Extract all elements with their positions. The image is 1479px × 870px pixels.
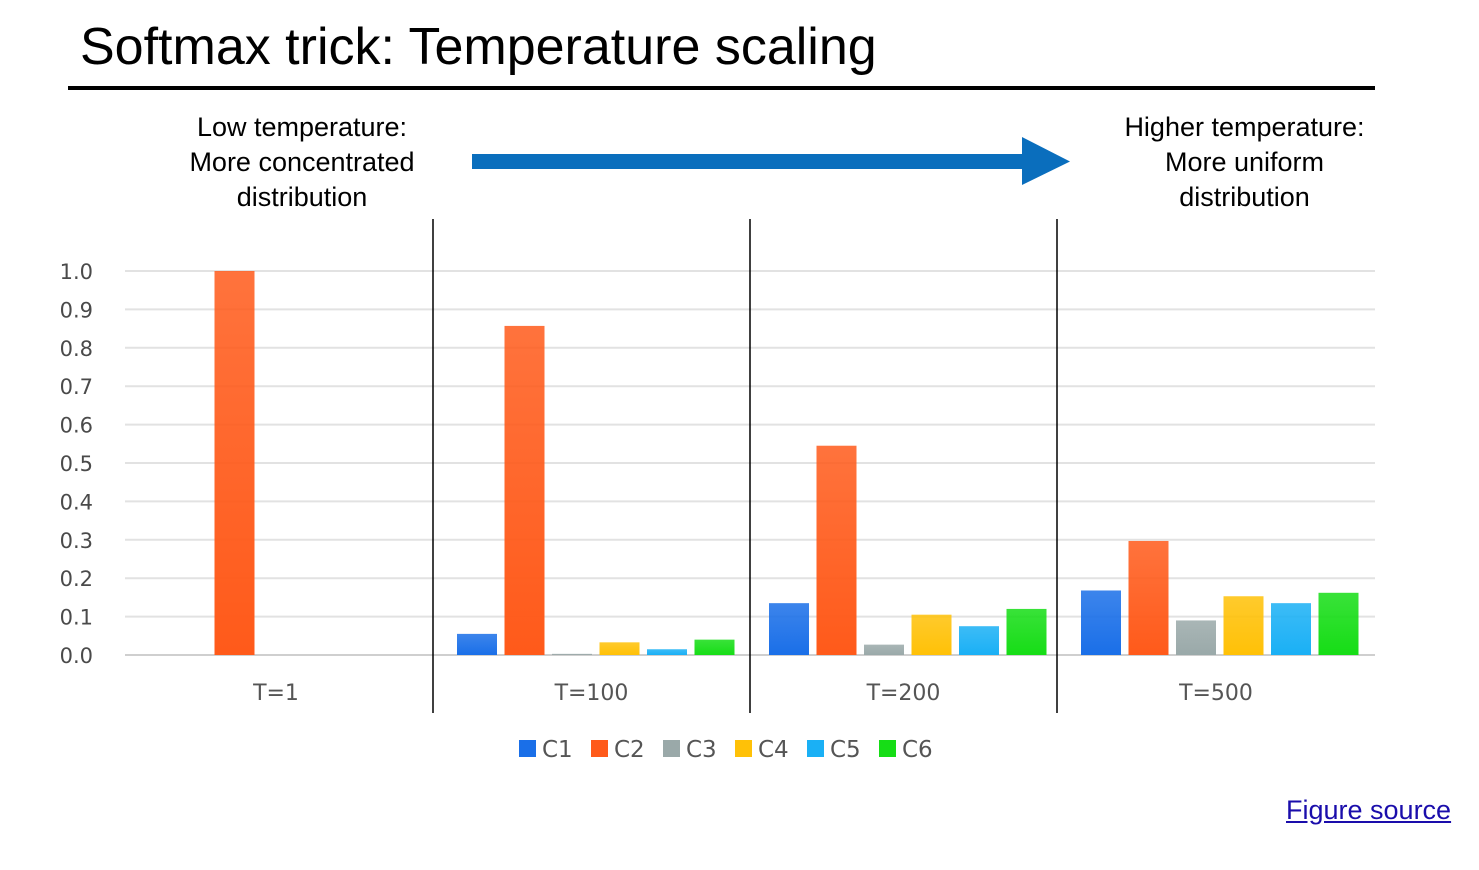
legend-label: C1 [542, 737, 573, 763]
figure-source-link[interactable]: Figure source [1286, 795, 1452, 825]
slide-title: Softmax trick: Temperature scaling [80, 18, 877, 76]
high-caption-line-2: More uniform [1164, 147, 1325, 177]
low-caption-line-1: Low temperature: [196, 112, 408, 142]
bar-c2 [214, 271, 255, 655]
y-tick-label: 0.3 [60, 529, 93, 553]
bar-c1 [457, 633, 497, 655]
title-underline [68, 86, 1375, 90]
bar-c2 [816, 445, 857, 655]
low-temperature-caption: Low temperature: More concentrated distr… [150, 110, 454, 215]
y-tick-label: 0.5 [60, 452, 93, 476]
legend-label: C6 [902, 737, 933, 763]
bar-c1 [1081, 590, 1121, 655]
bar-c6 [1318, 592, 1359, 655]
bar-c3 [1176, 620, 1216, 655]
y-tick-label: 0.9 [60, 298, 93, 322]
x-category-label: T=100 [554, 681, 629, 706]
x-category-label: T=1 [252, 681, 299, 706]
y-tick-label: 1.0 [60, 260, 93, 284]
y-tick-label: 0.2 [60, 567, 93, 591]
legend-swatch [591, 740, 608, 757]
y-tick-label: 0.0 [60, 644, 93, 668]
high-caption-line-3: distribution [1179, 182, 1310, 212]
bar-c3 [552, 653, 592, 655]
bar-c5 [959, 626, 999, 655]
legend-swatch [879, 740, 896, 757]
legend-label: C2 [614, 737, 645, 763]
y-tick-label: 0.7 [60, 375, 93, 399]
bar-c2 [504, 325, 545, 655]
x-category-label: T=500 [1178, 681, 1253, 706]
bar-c5 [1271, 603, 1311, 655]
right-arrow-icon [472, 137, 1070, 185]
y-tick-label: 0.4 [60, 490, 93, 514]
bar-c4 [599, 642, 640, 655]
bar-c5 [647, 649, 687, 655]
low-caption-line-2: More concentrated [189, 147, 415, 177]
legend-swatch [807, 740, 824, 757]
legend-swatch [663, 740, 680, 757]
temperature-bar-chart: 0.0 0.1 0.2 0.3 0.4 0.5 0.6 0.7 0.8 0.9 1.0 T=1 T=10… [60, 219, 1375, 763]
low-caption-line-3: distribution [236, 182, 368, 212]
x-category-label: T=200 [866, 681, 941, 706]
bar-c6 [694, 639, 735, 655]
legend-label: C4 [758, 737, 789, 763]
legend-label: C5 [830, 737, 861, 763]
bar-c4 [911, 614, 952, 655]
y-tick-label: 0.8 [60, 337, 93, 361]
y-tick-label: 0.1 [60, 606, 93, 630]
bar-c2 [1128, 540, 1169, 655]
bar-c4 [1223, 596, 1264, 655]
y-tick-label: 0.6 [60, 414, 93, 438]
bar-c6 [1006, 608, 1047, 655]
bar-c3 [864, 644, 904, 655]
legend-swatch [735, 740, 752, 757]
legend-swatch [519, 740, 536, 757]
high-caption-line-1: Higher temperature: [1124, 112, 1365, 142]
high-temperature-caption: Higher temperature: More uniform distrib… [1092, 110, 1397, 215]
legend-label: C3 [686, 737, 717, 763]
bar-c1 [769, 603, 809, 655]
